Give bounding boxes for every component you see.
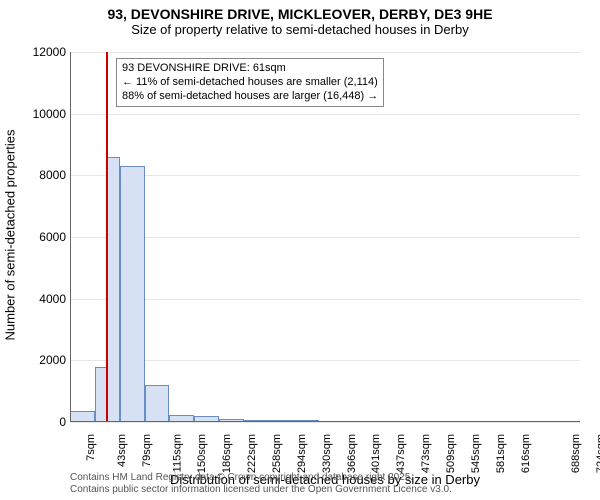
x-tick-label: 258sqm: [271, 434, 283, 473]
y-tick-label: 8000: [16, 168, 66, 182]
x-tick-label: 724sqm: [595, 434, 600, 473]
footer-attribution: Contains HM Land Registry data © Crown c…: [70, 472, 452, 496]
annotation-callout: 93 DEVONSHIRE DRIVE: 61sqm ← 11% of semi…: [116, 58, 384, 107]
x-tick-label: 115sqm: [171, 434, 183, 472]
annotation-line-2: ← 11% of semi-detached houses are smalle…: [122, 76, 378, 90]
y-tick-label: 10000: [16, 107, 66, 121]
grid-line: [70, 52, 580, 53]
x-tick-label: 437sqm: [396, 434, 408, 473]
x-tick-label: 79sqm: [141, 434, 153, 467]
chart-plot-area: 0200040006000800010000120007sqm43sqm79sq…: [70, 52, 580, 422]
annotation-line-3: 88% of semi-detached houses are larger (…: [122, 90, 378, 104]
x-tick-label: 43sqm: [116, 434, 128, 467]
x-tick-label: 186sqm: [221, 434, 233, 473]
y-tick-label: 2000: [16, 353, 66, 367]
histogram-bar: [120, 166, 145, 422]
y-tick-label: 12000: [16, 45, 66, 59]
grid-line: [70, 175, 580, 176]
x-tick-label: 688sqm: [570, 434, 582, 473]
y-tick-label: 0: [16, 415, 66, 429]
grid-line: [70, 114, 580, 115]
x-tick-label: 7sqm: [85, 434, 97, 461]
x-tick-label: 581sqm: [495, 434, 507, 473]
x-tick-label: 366sqm: [346, 434, 358, 473]
page-title: 93, DEVONSHIRE DRIVE, MICKLEOVER, DERBY,…: [0, 0, 600, 22]
y-tick-label: 6000: [16, 230, 66, 244]
x-tick-label: 401sqm: [371, 434, 383, 473]
histogram-bar: [107, 157, 119, 422]
grid-line: [70, 360, 580, 361]
y-tick-label: 4000: [16, 292, 66, 306]
x-tick-label: 330sqm: [321, 434, 333, 473]
x-tick-label: 150sqm: [196, 434, 208, 473]
y-axis-line: [70, 52, 71, 422]
grid-line: [70, 422, 580, 423]
x-tick-label: 473sqm: [420, 434, 432, 473]
grid-line: [70, 299, 580, 300]
x-tick-label: 545sqm: [470, 434, 482, 473]
x-tick-label: 294sqm: [296, 434, 308, 473]
histogram-bar: [145, 385, 169, 422]
reference-line: [106, 52, 108, 422]
page-subtitle: Size of property relative to semi-detach…: [0, 22, 600, 41]
x-tick-label: 509sqm: [445, 434, 457, 473]
x-tick-label: 222sqm: [246, 434, 258, 473]
grid-line: [70, 237, 580, 238]
annotation-line-1: 93 DEVONSHIRE DRIVE: 61sqm: [122, 62, 378, 76]
footer-line-1: Contains HM Land Registry data © Crown c…: [70, 472, 452, 484]
footer-line-2: Contains public sector information licen…: [70, 484, 452, 496]
x-tick-label: 616sqm: [520, 434, 532, 473]
x-axis-line: [70, 421, 580, 422]
